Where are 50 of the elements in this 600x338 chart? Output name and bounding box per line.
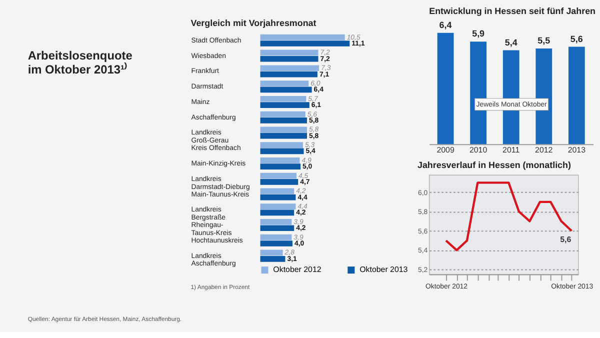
bar bbox=[260, 56, 318, 62]
bar bbox=[260, 80, 309, 86]
chart-title: Jahresverlauf in Hessen (monatlich) bbox=[417, 160, 571, 170]
bar bbox=[260, 86, 312, 93]
bar bbox=[260, 164, 301, 170]
bar bbox=[260, 50, 318, 56]
bar bbox=[260, 210, 294, 216]
data-label: 5,6 bbox=[570, 34, 583, 44]
bar bbox=[568, 46, 585, 144]
bar bbox=[260, 158, 300, 164]
text: Arbeitslosenquote im Oktober 2013¹⁾ bbox=[28, 48, 133, 77]
data-label: 5,5 bbox=[538, 36, 550, 46]
bar bbox=[437, 32, 454, 144]
bar bbox=[260, 240, 292, 246]
x-tick-label: 2010 bbox=[469, 146, 488, 155]
bar bbox=[260, 96, 306, 102]
x-tick-label: 2009 bbox=[436, 146, 455, 155]
x-tick-label: 2011 bbox=[502, 146, 520, 155]
legend-label: Oktober 2013 bbox=[360, 265, 408, 274]
line-series bbox=[444, 182, 573, 252]
data-label: 5,9 bbox=[472, 28, 485, 39]
bar bbox=[260, 65, 320, 72]
data-label: 5,4 bbox=[504, 37, 518, 48]
bar bbox=[260, 204, 296, 210]
bar bbox=[260, 194, 296, 200]
bar bbox=[260, 256, 286, 262]
x-tick-label: 2012 bbox=[535, 146, 554, 155]
bar bbox=[260, 172, 297, 179]
bar bbox=[260, 71, 318, 78]
bar bbox=[260, 126, 307, 133]
bar bbox=[260, 234, 292, 240]
bar bbox=[260, 118, 307, 124]
legend-label: Oktober 2012 bbox=[273, 265, 322, 274]
data-label: 6,4 bbox=[439, 20, 452, 30]
bar bbox=[260, 132, 307, 139]
bar bbox=[260, 148, 304, 154]
bar bbox=[260, 219, 292, 225]
bar bbox=[260, 111, 306, 118]
bar bbox=[260, 179, 298, 185]
chart-title: Vergleich mit Vorjahresmonat bbox=[190, 18, 316, 28]
annotation: 5,6 bbox=[560, 234, 572, 244]
bar bbox=[260, 188, 294, 194]
chart-title: Entwicklung in Hessen seit fünf Jahren bbox=[429, 6, 596, 16]
bar bbox=[260, 142, 303, 148]
x-tick-label: 2013 bbox=[568, 146, 586, 155]
bar bbox=[260, 102, 310, 108]
bar bbox=[260, 225, 294, 232]
bar bbox=[260, 250, 283, 256]
bar bbox=[260, 34, 345, 40]
bar bbox=[260, 40, 350, 46]
